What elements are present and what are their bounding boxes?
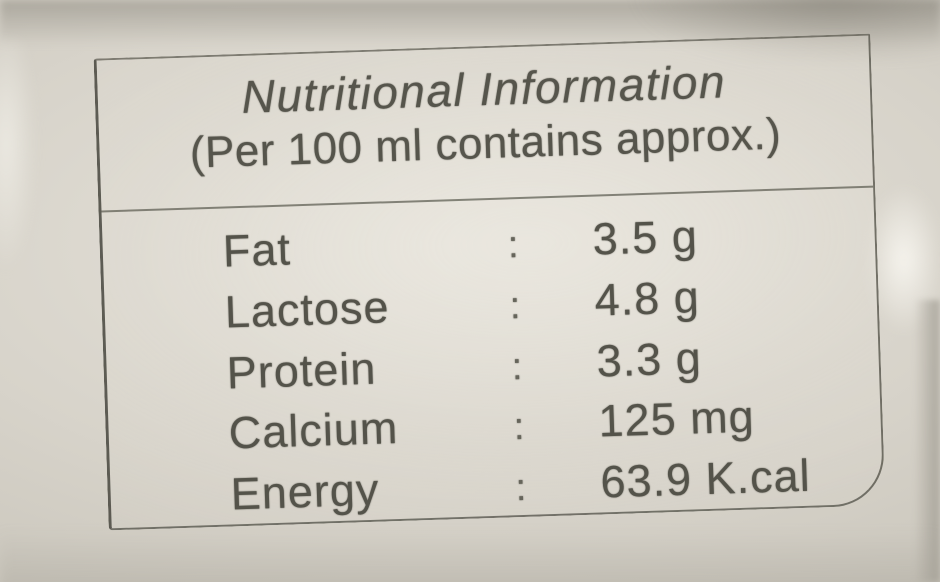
nutrient-value: 3.5 g bbox=[591, 210, 699, 265]
pouch-left-highlight bbox=[0, 40, 42, 300]
nutrition-label: Nutritional Information (Per 100 ml cont… bbox=[93, 33, 886, 531]
nutrient-name: Lactose bbox=[224, 281, 391, 338]
nutrient-value: 125 mg bbox=[597, 390, 756, 447]
nutrient-row-lactose: Lactose : 4.8 g bbox=[224, 269, 867, 338]
nutrient-row-calcium: Calcium : 125 mg bbox=[227, 390, 871, 459]
nutrient-value: 3.3 g bbox=[595, 331, 703, 387]
nutrient-table: Fat : 3.5 g Lactose : 4.8 g Protein : 3.… bbox=[102, 196, 884, 529]
nutrient-row-fat: Fat : 3.5 g bbox=[222, 208, 865, 277]
pouch-right-crease bbox=[914, 300, 940, 582]
nutrient-value: 63.9 K.cal bbox=[599, 449, 812, 508]
nutrient-value: 4.8 g bbox=[593, 270, 701, 326]
colon-separator: : bbox=[511, 345, 523, 388]
label-header: Nutritional Information (Per 100 ml cont… bbox=[97, 36, 873, 211]
nutrient-name: Energy bbox=[229, 463, 381, 520]
colon-separator: : bbox=[513, 406, 525, 449]
nutrient-name: Protein bbox=[225, 342, 378, 399]
nutrient-row-energy: Energy : 63.9 K.cal bbox=[229, 449, 873, 520]
nutrient-name: Fat bbox=[222, 223, 292, 277]
colon-separator: : bbox=[514, 466, 527, 510]
nutrient-name: Calcium bbox=[227, 402, 400, 459]
nutrient-row-protein: Protein : 3.3 g bbox=[225, 329, 869, 399]
pouch-bottom-shadow bbox=[0, 530, 940, 582]
colon-separator: : bbox=[507, 224, 520, 267]
colon-separator: : bbox=[509, 284, 522, 328]
